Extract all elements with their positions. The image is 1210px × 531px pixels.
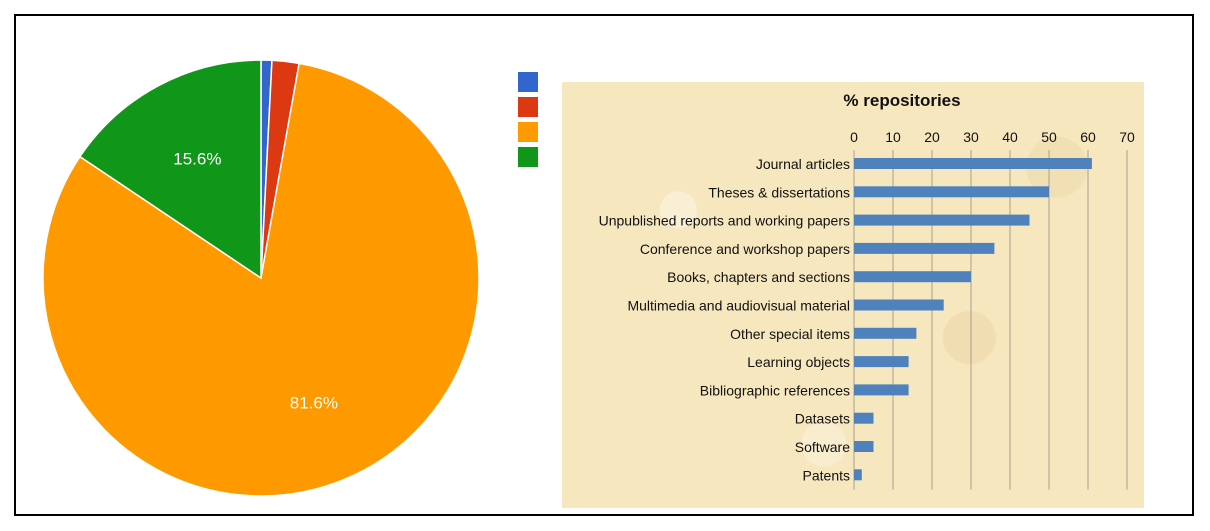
bar-3 <box>854 242 995 254</box>
x-tick-label-2: 20 <box>924 129 940 145</box>
legend-swatch-0 <box>518 72 538 92</box>
pie-slice-3 <box>78 59 262 280</box>
legend-swatch-3 <box>518 147 538 167</box>
bar-9 <box>854 412 874 424</box>
category-label-9: Datasets <box>795 411 850 427</box>
bar-6 <box>854 327 917 339</box>
category-label-1: Theses & dissertations <box>708 184 850 200</box>
legend-swatch-1 <box>518 97 538 117</box>
pie-slice-label-2: 81.6% <box>290 393 338 412</box>
bar-2 <box>854 214 1030 226</box>
bar-5 <box>854 299 944 311</box>
category-label-11: Patents <box>803 467 850 483</box>
category-label-0: Journal articles <box>756 156 850 172</box>
bar-7 <box>854 356 909 368</box>
x-tick-label-0: 0 <box>850 129 858 145</box>
pie-slice-label-3: 15.6% <box>173 150 221 169</box>
pie-slice-2 <box>42 62 480 497</box>
x-tick-label-1: 10 <box>885 129 901 145</box>
x-tick-label-4: 40 <box>1002 129 1018 145</box>
x-tick-label-7: 70 <box>1119 129 1135 145</box>
pie-chart: 81.6% 15.6% <box>42 59 480 497</box>
category-label-5: Multimedia and audiovisual material <box>627 298 850 314</box>
category-label-6: Other special items <box>730 326 850 342</box>
figure-frame: 81.6% 15.6% % repositories 0 10 20 30 40 50 60 7… <box>14 14 1194 516</box>
bar-10 <box>854 441 874 452</box>
x-tick-label-3: 30 <box>963 129 979 145</box>
x-tick-label-5: 50 <box>1041 129 1057 145</box>
bar-chart-panel: % repositories 0 10 20 30 40 50 60 70 Journal a… <box>562 82 1144 508</box>
bar-4 <box>854 271 971 283</box>
category-label-10: Software <box>795 439 850 455</box>
bar-chart-title: % repositories <box>843 91 960 110</box>
bar-0 <box>854 158 1092 169</box>
bar-11 <box>854 469 862 481</box>
bar-8 <box>854 384 909 396</box>
bar-1 <box>854 186 1049 198</box>
x-tick-label-6: 60 <box>1080 129 1096 145</box>
legend-swatch-2 <box>518 122 538 142</box>
category-label-4: Books, chapters and sections <box>667 269 850 285</box>
bar-chart: % repositories 0 10 20 30 40 50 60 70 Journal a… <box>599 91 1135 490</box>
category-label-7: Learning objects <box>747 354 850 370</box>
category-label-8: Bibliographic references <box>700 382 850 398</box>
category-label-3: Conference and workshop papers <box>640 241 850 257</box>
category-label-2: Unpublished reports and working papers <box>599 213 850 229</box>
